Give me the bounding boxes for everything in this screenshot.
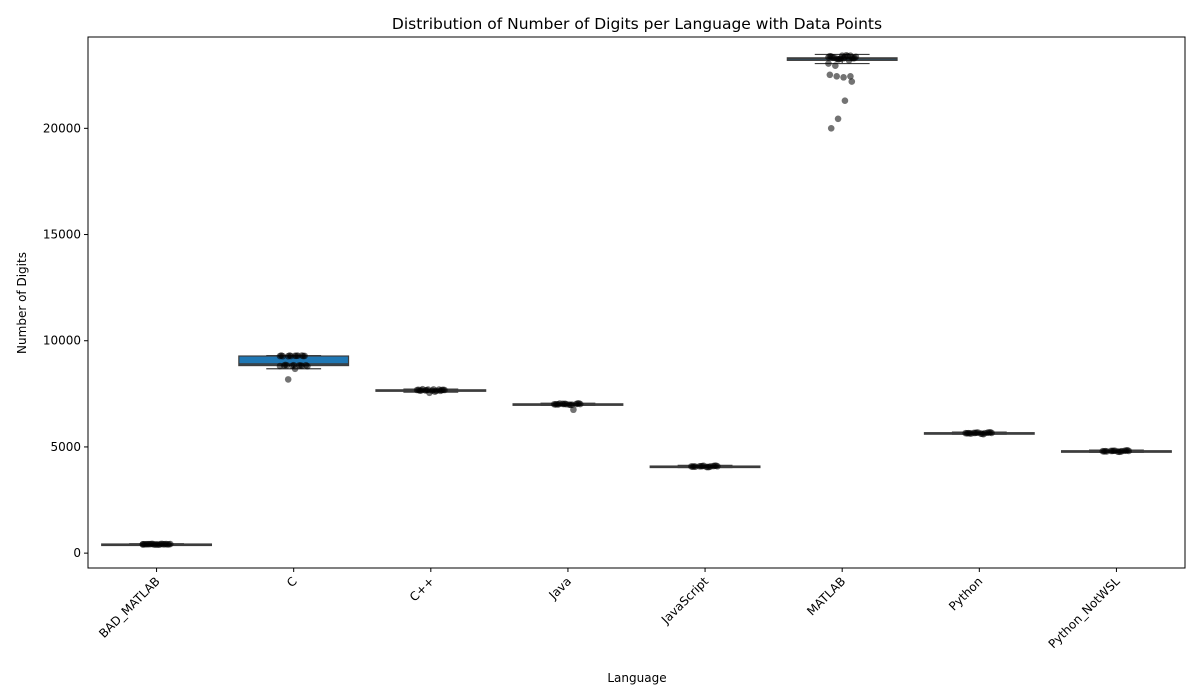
x-tick-label: Python	[946, 574, 985, 613]
data-point	[700, 462, 707, 470]
y-tick-label: 5000	[50, 440, 81, 454]
x-tick-label: C++	[407, 574, 437, 604]
data-point	[298, 362, 306, 370]
data-point	[576, 400, 584, 408]
data-point	[981, 429, 989, 437]
data-point	[139, 540, 147, 548]
x-tick-label: BAD_MATLAB	[96, 574, 163, 641]
data-point	[714, 462, 721, 470]
data-point	[160, 541, 167, 548]
data-point	[974, 429, 982, 436]
data-point	[441, 386, 448, 394]
data-point	[294, 352, 302, 360]
data-point	[845, 57, 853, 64]
data-point	[301, 352, 308, 360]
data-point	[1118, 447, 1126, 455]
y-tick-label: 0	[73, 546, 81, 560]
data-point	[841, 97, 849, 105]
data-point	[419, 385, 426, 393]
data-point	[283, 362, 291, 369]
data-point	[1125, 447, 1133, 455]
chart-title: Distribution of Number of Digits per Lan…	[392, 15, 882, 33]
data-point	[570, 406, 577, 414]
x-axis-label: Language	[607, 671, 666, 685]
data-point	[304, 362, 311, 370]
data-point	[707, 463, 714, 470]
data-point	[432, 387, 440, 395]
x-tick-label: Java	[546, 574, 575, 603]
y-tick-label: 15000	[43, 228, 81, 242]
data-point	[279, 352, 287, 360]
data-point	[426, 389, 433, 397]
data-point	[284, 376, 292, 383]
data-point	[276, 362, 284, 370]
data-point	[848, 78, 856, 85]
y-axis-label: Number of Digits	[15, 252, 29, 354]
x-tick-label: Python_NotWSL	[1046, 574, 1123, 651]
data-point	[832, 62, 839, 69]
data-point	[568, 401, 576, 408]
data-point	[563, 400, 570, 408]
data-point	[834, 115, 842, 123]
data-point	[556, 400, 564, 407]
plot-area: 0 5000 10000 15000 20000 BAD_MATLAB C C++ Java Ja…	[43, 51, 1172, 651]
y-tick-label: 10000	[43, 334, 81, 348]
y-tick-label: 20000	[43, 121, 81, 135]
x-tick-label: JavaScript	[658, 574, 711, 627]
data-point	[988, 429, 995, 437]
data-point	[838, 52, 846, 59]
data-point	[1103, 448, 1111, 455]
data-point	[847, 72, 854, 80]
data-point	[827, 125, 835, 132]
x-tick-label: C	[284, 574, 300, 590]
plot-frame	[87, 36, 1186, 569]
data-point	[830, 54, 838, 61]
data-point	[291, 365, 299, 373]
data-point	[1111, 447, 1119, 455]
data-point	[852, 53, 860, 61]
data-point	[287, 352, 295, 360]
data-point	[146, 540, 154, 548]
data-point	[825, 60, 832, 67]
x-tick-label: MATLAB	[804, 574, 848, 618]
data-point	[967, 430, 975, 437]
data-point	[840, 74, 847, 81]
data-point	[826, 71, 834, 79]
data-point	[153, 541, 160, 548]
data-point	[692, 463, 699, 470]
data-point	[166, 540, 174, 548]
data-point	[833, 72, 841, 80]
